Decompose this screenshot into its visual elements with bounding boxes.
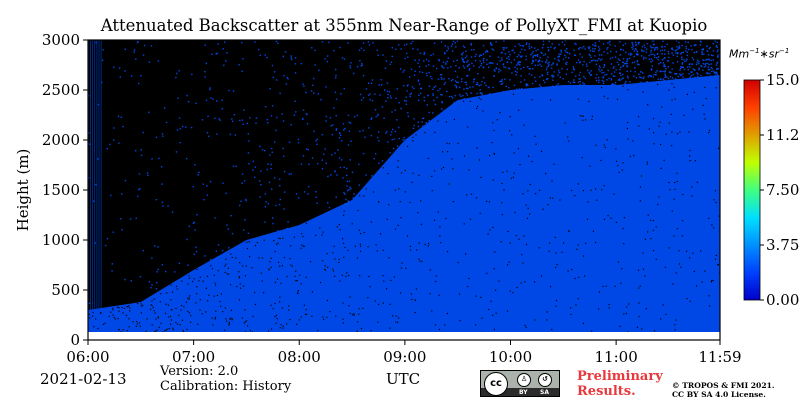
- signal-region: [88, 75, 720, 340]
- copyright-line2: CC BY SA 4.0 License.: [672, 390, 766, 399]
- x-tick-label: 11:59: [698, 348, 741, 366]
- colorbar-unit: Mm−1∗sr−1: [729, 47, 790, 61]
- x-tick-label: 08:00: [278, 348, 321, 366]
- version-info: Version: 2.0 Calibration: History: [160, 364, 291, 394]
- preliminary-line2: Results.: [577, 384, 636, 399]
- y-tick-label: 2500: [42, 81, 80, 99]
- copyright-notice: © TROPOS & FMI 2021. CC BY SA 4.0 Licens…: [672, 381, 775, 399]
- calibration-label: Calibration: History: [160, 379, 292, 394]
- speckle-texture: [88, 40, 720, 340]
- backscatter-heatmap: [88, 40, 720, 340]
- y-tick-label: 2000: [42, 131, 80, 149]
- x-axis-label: UTC: [386, 370, 421, 388]
- y-tick-label: 1500: [42, 181, 80, 199]
- colorbar-tick-label: 7.50: [766, 181, 799, 199]
- x-tick-label: 10:00: [489, 348, 532, 366]
- colorbar: [743, 79, 761, 301]
- version-label: Version: 2.0: [160, 364, 239, 379]
- preliminary-line1: Preliminary: [577, 369, 663, 384]
- x-tick-label: 06:00: [66, 348, 109, 366]
- y-tick-label: 3000: [42, 31, 80, 49]
- by-label: BY: [519, 389, 528, 396]
- x-tick-label: 11:00: [595, 348, 638, 366]
- colorbar-ticks: 0.00 3.75 7.50 11.25 15.00: [760, 71, 800, 309]
- share-alike-icon: ↺: [538, 373, 552, 387]
- colorbar-tick-label: 3.75: [766, 236, 799, 254]
- date-label: 2021-02-13: [40, 370, 127, 388]
- y-axis-label: Height (m): [14, 149, 32, 232]
- x-tick-label: 07:00: [172, 348, 215, 366]
- y-tick-label: 1000: [42, 231, 80, 249]
- preliminary-notice: Preliminary Results.: [577, 369, 663, 399]
- y-tick-label: 500: [51, 281, 80, 299]
- x-axis: 06:00 07:00 08:00 09:00 10:00 11:00 11:59: [66, 340, 742, 366]
- cc-icon: cc: [484, 372, 508, 396]
- y-axis: 0 500 1000 1500 2000 2500 3000: [42, 31, 88, 349]
- chart-title: Attenuated Backscatter at 355nm Near-Ran…: [100, 16, 708, 35]
- person-icon: ♙: [517, 373, 531, 387]
- near-range-gap: [88, 332, 720, 340]
- x-tick-label: 09:00: [383, 348, 426, 366]
- cc-license-badge: cc ♙ ↺ BY SA: [480, 370, 560, 397]
- copyright-line1: © TROPOS & FMI 2021.: [672, 381, 775, 390]
- sa-label: SA: [540, 389, 549, 396]
- colorbar-tick-label: 11.25: [766, 126, 800, 144]
- colorbar-tick-label: 0.00: [766, 291, 799, 309]
- y-tick-label: 0: [70, 331, 80, 349]
- colorbar-tick-label: 15.00: [766, 71, 800, 89]
